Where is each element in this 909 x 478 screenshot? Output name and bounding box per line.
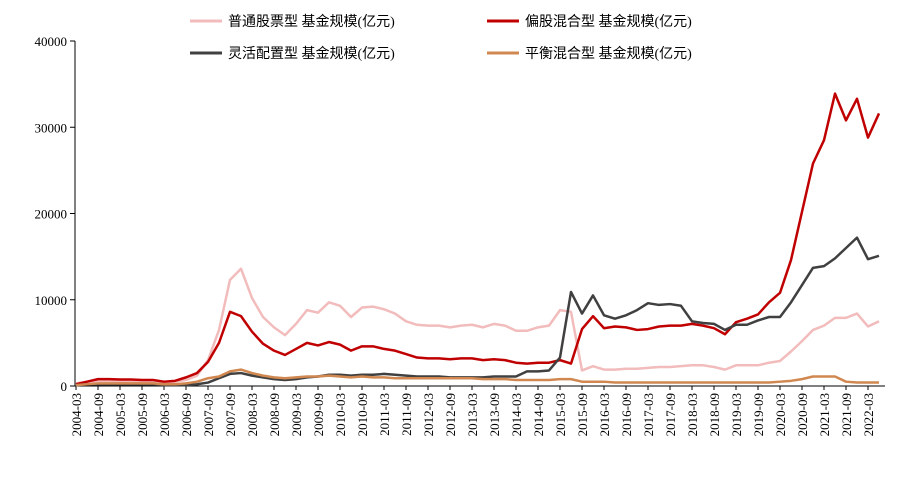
y-tick-label: 40000 <box>35 34 68 49</box>
x-tick-label: 2013-09 <box>487 393 502 436</box>
x-tick-label: 2014-09 <box>531 393 546 436</box>
x-tick-label: 2015-09 <box>575 393 590 436</box>
legend-label: 偏股混合型 基金规模(亿元) <box>525 13 692 30</box>
x-tick-label: 2010-09 <box>355 393 370 436</box>
y-tick-label: 30000 <box>35 120 68 135</box>
x-tick-label: 2012-09 <box>443 393 458 436</box>
x-tick-label: 2006-03 <box>157 393 172 436</box>
x-tick-label: 2008-09 <box>267 393 282 436</box>
series-line <box>75 368 879 387</box>
x-tick-label: 2004-03 <box>69 393 84 436</box>
x-tick-label: 2011-03 <box>377 393 392 436</box>
legend-label: 普通股票型 基金规模(亿元) <box>228 13 395 30</box>
x-tick-label: 2010-03 <box>333 393 348 436</box>
x-tick-label: 2021-03 <box>817 393 832 436</box>
x-tick-label: 2017-09 <box>663 393 678 436</box>
y-tick-label: 0 <box>61 379 68 394</box>
legend-label: 灵活配置型 基金规模(亿元) <box>228 45 395 62</box>
x-tick-label: 2013-03 <box>465 393 480 436</box>
x-tick-label: 2007-09 <box>223 393 238 436</box>
x-tick-label: 2014-03 <box>509 393 524 436</box>
x-tick-label: 2004-09 <box>91 393 106 436</box>
x-tick-label: 2007-03 <box>201 393 216 436</box>
x-tick-label: 2005-09 <box>135 393 150 436</box>
x-tick-label: 2018-09 <box>707 393 722 436</box>
x-tick-label: 2019-03 <box>729 393 744 436</box>
series-line <box>75 267 880 385</box>
x-tick-label: 2015-03 <box>553 393 568 436</box>
x-tick-label: 2011-09 <box>399 393 414 436</box>
y-tick-label: 10000 <box>35 293 68 308</box>
series-line <box>75 236 880 387</box>
series-line <box>75 92 881 386</box>
x-tick-label: 2006-09 <box>179 393 194 436</box>
x-tick-label: 2022-03 <box>861 393 876 436</box>
x-tick-label: 2016-09 <box>619 393 634 436</box>
x-tick-label: 2009-09 <box>311 393 326 436</box>
x-tick-label: 2008-03 <box>245 393 260 436</box>
x-tick-label: 2018-03 <box>685 393 700 436</box>
legend-label: 平衡混合型 基金规模(亿元) <box>525 45 692 62</box>
x-tick-label: 2021-09 <box>839 393 854 436</box>
x-tick-label: 2005-03 <box>113 393 128 436</box>
x-tick-label: 2009-03 <box>289 393 304 436</box>
x-tick-label: 2017-03 <box>641 393 656 436</box>
x-tick-label: 2020-09 <box>795 393 810 436</box>
x-tick-label: 2016-03 <box>597 393 612 436</box>
x-tick-label: 2020-03 <box>773 393 788 436</box>
x-tick-label: 2019-09 <box>751 393 766 436</box>
y-tick-label: 20000 <box>35 207 68 222</box>
x-tick-label: 2012-03 <box>421 393 436 436</box>
